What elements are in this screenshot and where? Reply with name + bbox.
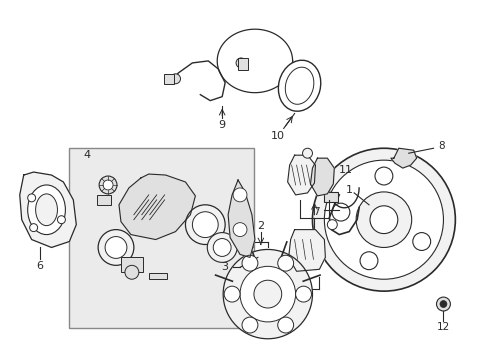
Polygon shape <box>287 155 315 195</box>
Circle shape <box>277 255 293 271</box>
Circle shape <box>253 280 281 308</box>
Circle shape <box>185 205 224 244</box>
Bar <box>148 273 166 279</box>
Polygon shape <box>390 148 416 168</box>
Polygon shape <box>310 158 334 196</box>
Polygon shape <box>228 180 254 257</box>
Circle shape <box>369 206 397 234</box>
Bar <box>121 257 142 272</box>
Circle shape <box>223 249 312 339</box>
Text: 3: 3 <box>221 262 228 272</box>
Circle shape <box>277 317 293 333</box>
Circle shape <box>213 239 231 256</box>
Polygon shape <box>119 174 195 239</box>
Text: 11: 11 <box>339 165 352 175</box>
Bar <box>163 74 173 84</box>
Circle shape <box>295 286 311 302</box>
Circle shape <box>359 252 377 270</box>
Bar <box>97 195 111 205</box>
Circle shape <box>207 233 237 262</box>
Circle shape <box>224 286 240 302</box>
Circle shape <box>124 265 139 279</box>
Circle shape <box>170 74 180 84</box>
Text: 7: 7 <box>312 207 319 217</box>
Circle shape <box>99 176 117 194</box>
Circle shape <box>331 203 349 221</box>
Ellipse shape <box>36 194 57 226</box>
Circle shape <box>374 167 392 185</box>
Text: 1: 1 <box>345 185 352 195</box>
Circle shape <box>242 255 257 271</box>
Text: 9: 9 <box>218 121 225 130</box>
Circle shape <box>103 180 113 190</box>
Ellipse shape <box>285 67 313 104</box>
Text: 4: 4 <box>83 150 90 160</box>
Bar <box>324 192 338 202</box>
Bar <box>238 58 247 70</box>
Text: 8: 8 <box>438 141 444 151</box>
Circle shape <box>436 297 449 311</box>
Circle shape <box>236 58 245 68</box>
Circle shape <box>312 148 454 291</box>
Ellipse shape <box>278 60 320 111</box>
Circle shape <box>242 317 257 333</box>
Circle shape <box>326 220 337 230</box>
Circle shape <box>30 224 38 231</box>
Text: 2: 2 <box>257 221 264 231</box>
Circle shape <box>233 188 246 202</box>
Text: 10: 10 <box>270 131 284 141</box>
Bar <box>69 148 253 328</box>
Circle shape <box>240 266 295 322</box>
Circle shape <box>355 192 411 247</box>
Polygon shape <box>20 172 76 247</box>
Circle shape <box>439 301 446 307</box>
Ellipse shape <box>28 185 65 235</box>
Circle shape <box>57 216 65 224</box>
Circle shape <box>28 194 36 202</box>
Text: 5: 5 <box>304 301 310 311</box>
Circle shape <box>98 230 134 265</box>
Circle shape <box>324 160 443 279</box>
Polygon shape <box>288 230 325 271</box>
Circle shape <box>233 223 246 237</box>
Circle shape <box>192 212 218 238</box>
Text: 6: 6 <box>36 261 43 271</box>
Text: 12: 12 <box>436 322 449 332</box>
Circle shape <box>302 148 312 158</box>
Circle shape <box>105 237 127 258</box>
Circle shape <box>412 233 430 251</box>
